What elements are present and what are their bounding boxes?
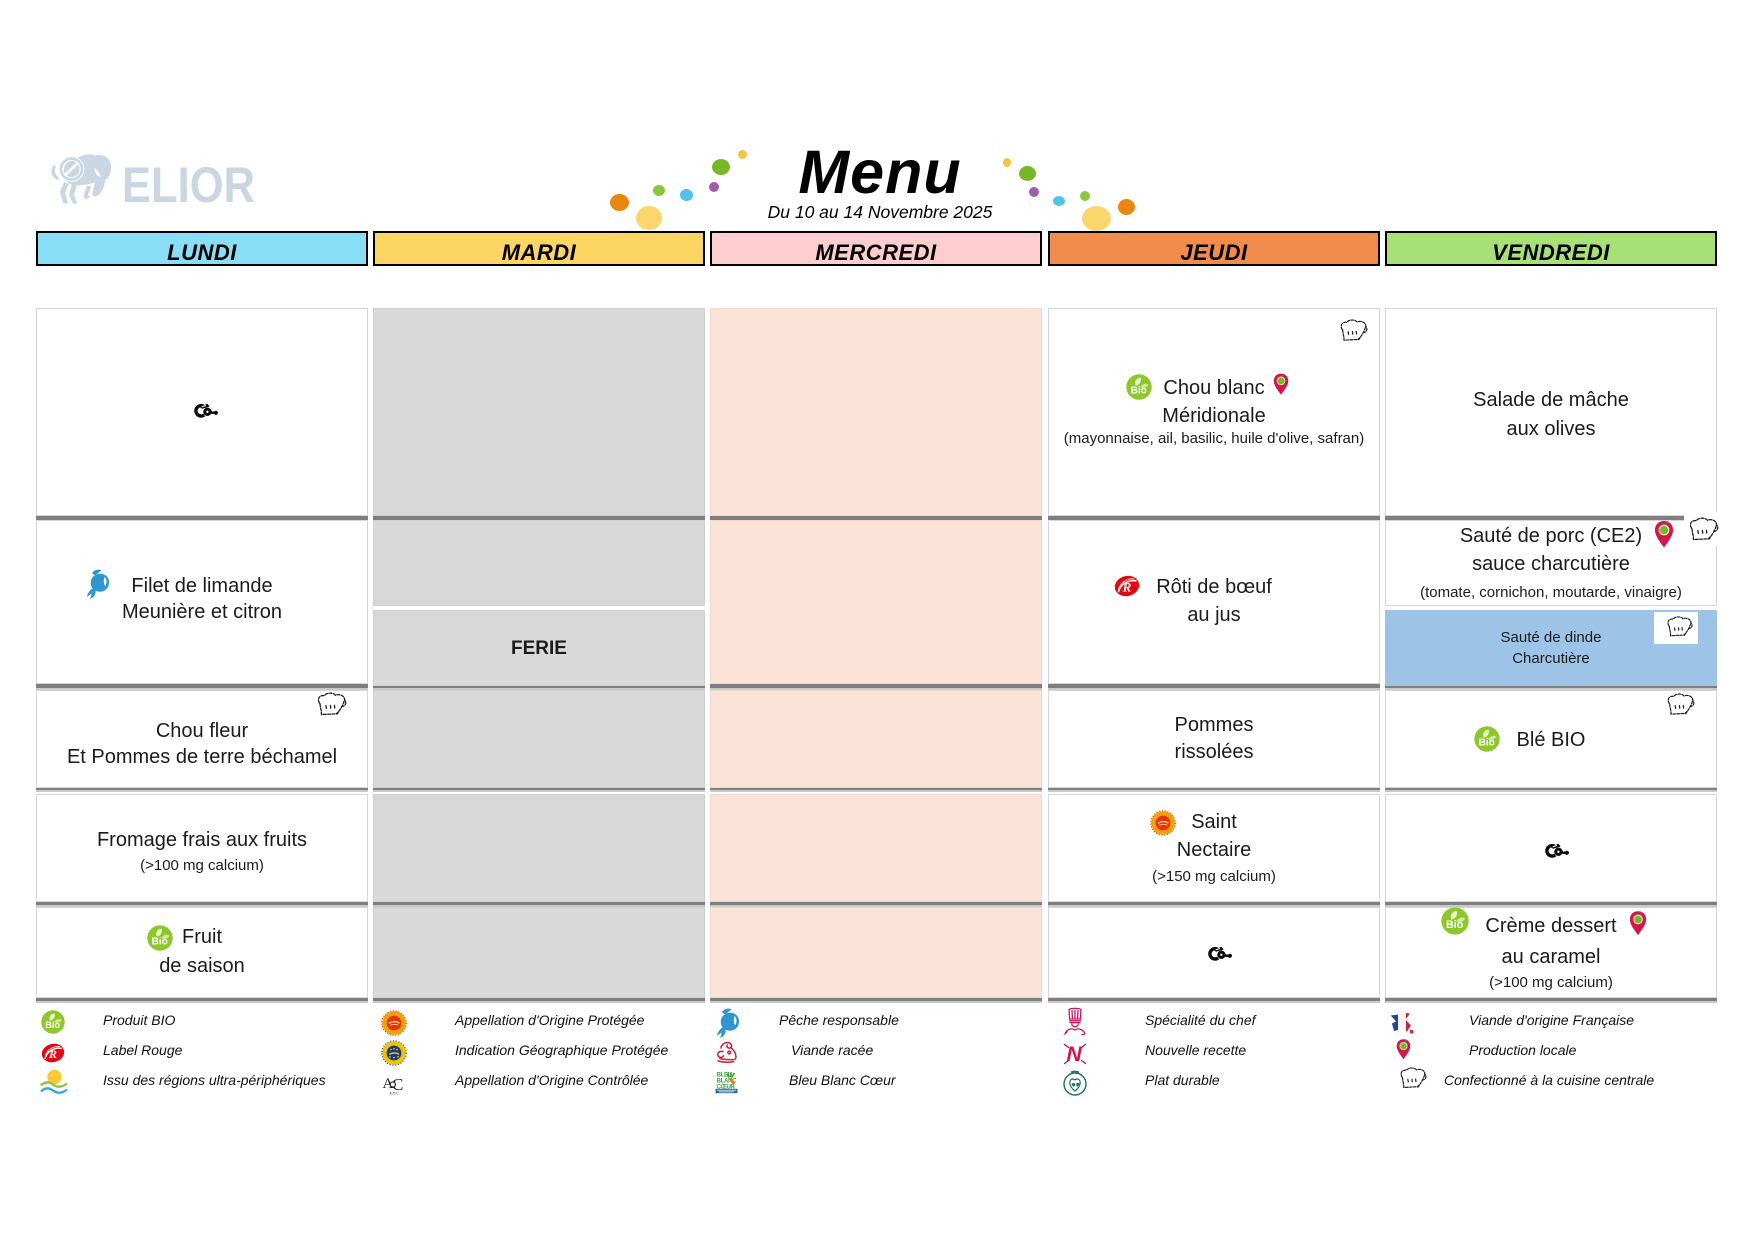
svg-text:ELIOR: ELIOR — [122, 157, 255, 204]
